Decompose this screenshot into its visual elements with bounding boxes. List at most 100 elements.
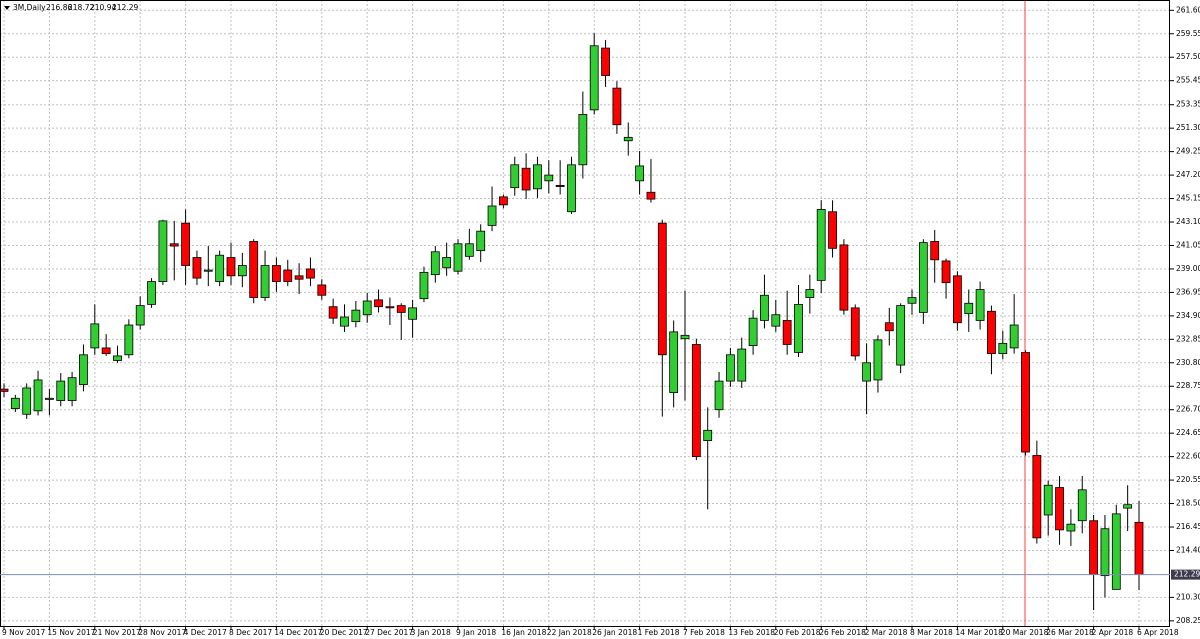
candle-body xyxy=(873,339,883,381)
x-tick-label: 9 Jan 2018 xyxy=(456,628,496,637)
candle-body xyxy=(249,241,259,298)
x-tick-label: 14 Dec 2017 xyxy=(274,628,322,637)
y-tick-label: 228.75 xyxy=(1176,381,1200,390)
x-tick-label: 8 Mar 2018 xyxy=(910,628,953,637)
candle-body xyxy=(680,334,690,340)
header-open: 216.86 xyxy=(46,3,72,12)
y-tick-label: 241.05 xyxy=(1176,240,1200,249)
candle-body xyxy=(1032,455,1042,539)
candle-body xyxy=(941,260,951,284)
candle-body xyxy=(657,222,667,356)
candle-body xyxy=(33,379,43,412)
candle-body xyxy=(101,347,111,355)
header-close: 212.29 xyxy=(112,3,138,12)
y-tick-label: 253.35 xyxy=(1176,100,1200,109)
x-tick-label: 2 Mar 2018 xyxy=(865,628,908,637)
candle-body xyxy=(555,184,565,187)
candle-body xyxy=(328,306,338,319)
candle-body xyxy=(113,355,122,361)
x-tick-label: 20 Dec 2017 xyxy=(320,628,368,637)
y-tick-label: 245.15 xyxy=(1176,194,1200,203)
candle-body xyxy=(862,362,871,382)
candle-body xyxy=(215,254,225,282)
candle-body xyxy=(192,257,202,279)
x-tick-label: 2 Apr 2018 xyxy=(1092,628,1134,637)
x-tick-label: 22 Jan 2018 xyxy=(547,628,592,637)
x-tick-label: 21 Nov 2017 xyxy=(93,628,141,637)
candle-body xyxy=(794,304,803,353)
x-tick-label: 28 Nov 2017 xyxy=(138,628,186,637)
candle-body xyxy=(953,275,962,324)
x-tick-label: 16 Jan 2018 xyxy=(501,628,546,637)
x-tick-label: 7 Feb 2018 xyxy=(683,628,725,637)
candle-body xyxy=(260,265,270,298)
candle-body xyxy=(964,302,974,314)
x-tick-label: 20 Mar 2018 xyxy=(1001,628,1049,637)
candle-body xyxy=(226,257,236,277)
candle-body xyxy=(1055,487,1064,531)
x-tick-label: 27 Dec 2017 xyxy=(365,628,413,637)
candle-body xyxy=(987,310,996,355)
candle-body xyxy=(521,167,531,191)
candle-body xyxy=(578,114,588,166)
candle-body xyxy=(487,205,497,226)
y-tick-label: 216.45 xyxy=(1176,522,1200,531)
candle-body xyxy=(635,165,644,182)
candle-body xyxy=(90,323,100,349)
candle-body xyxy=(623,136,633,142)
candle-body xyxy=(1134,521,1144,576)
candle-body xyxy=(430,251,440,276)
y-tick-label: 247.20 xyxy=(1176,170,1200,179)
y-tick-label: 220.55 xyxy=(1176,475,1200,484)
candle-body xyxy=(79,354,88,385)
candle-body xyxy=(601,47,610,76)
candles xyxy=(0,33,1144,610)
candle-body xyxy=(306,268,315,279)
price-label: 212.29 xyxy=(1174,570,1200,579)
candle-body xyxy=(442,257,452,269)
candle-body xyxy=(10,397,20,409)
candle-body xyxy=(340,316,349,327)
candle-body xyxy=(1089,520,1098,575)
y-tick-label: 214.40 xyxy=(1176,545,1200,554)
candle-body xyxy=(737,348,747,382)
candle-body xyxy=(896,305,906,366)
candle-body xyxy=(930,241,940,261)
candle-body xyxy=(408,307,418,320)
candle-body xyxy=(533,164,542,190)
y-tick-label: 208.25 xyxy=(1176,616,1200,625)
candle-body xyxy=(453,243,463,272)
candle-body xyxy=(317,284,327,296)
candle-body xyxy=(691,344,701,458)
candle-body xyxy=(283,269,293,282)
candle-body xyxy=(169,243,179,247)
candle-body xyxy=(1021,352,1030,453)
candle-body xyxy=(1123,504,1133,509)
candle-body xyxy=(203,269,213,272)
candle-body xyxy=(669,331,679,393)
y-tick-label: 234.90 xyxy=(1176,311,1200,320)
candle-body xyxy=(0,388,9,392)
x-tick-label: 3 Jan 2018 xyxy=(411,628,451,637)
candle-body xyxy=(362,300,372,316)
menu-arrow[interactable] xyxy=(4,6,10,10)
candle-body xyxy=(646,191,656,200)
y-tick-label: 218.50 xyxy=(1176,499,1200,508)
x-tick-label: 26 Feb 2018 xyxy=(819,628,866,637)
candle-body xyxy=(918,242,928,313)
candle-body xyxy=(884,322,894,332)
symbol: 3M,Daily xyxy=(13,3,46,12)
y-tick-label: 230.80 xyxy=(1176,358,1200,367)
candle-body xyxy=(147,281,156,305)
candle-body xyxy=(1043,484,1053,516)
candle-body xyxy=(135,305,145,326)
header-high: 218.72 xyxy=(68,3,94,12)
candle-body xyxy=(237,265,247,277)
candle-body xyxy=(998,342,1008,355)
x-tick-label: 13 Feb 2018 xyxy=(728,628,775,637)
candle-body xyxy=(45,397,54,400)
candle-body xyxy=(1111,513,1121,590)
price-label-box xyxy=(1171,569,1200,580)
